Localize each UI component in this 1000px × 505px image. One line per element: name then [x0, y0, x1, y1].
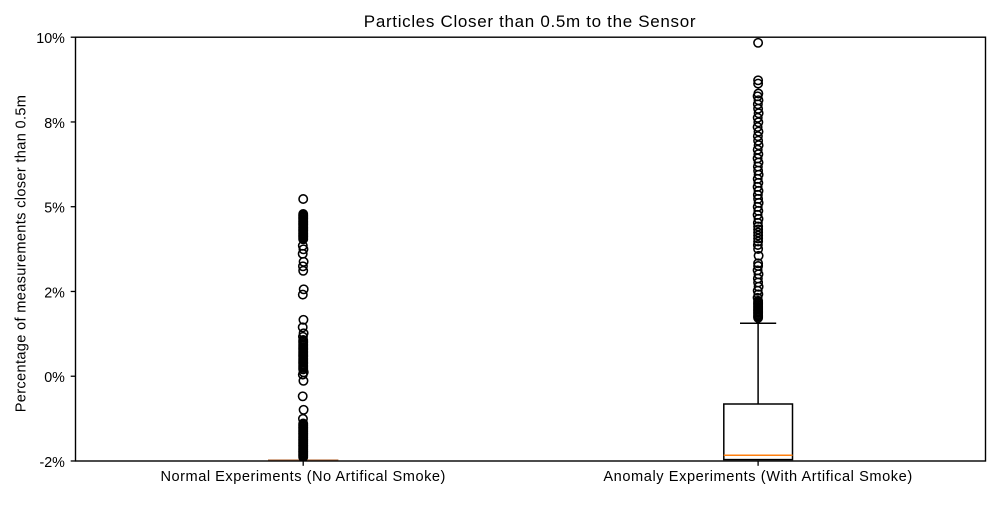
svg-text:0%: 0% [44, 370, 65, 386]
svg-text:Anomaly Experiments (With Arti: Anomaly Experiments (With Artifical Smok… [603, 469, 912, 485]
svg-text:5%: 5% [44, 201, 65, 217]
svg-text:8%: 8% [44, 116, 65, 132]
svg-text:2%: 2% [44, 285, 65, 301]
svg-text:10%: 10% [36, 31, 65, 47]
svg-text:-2%: -2% [39, 455, 65, 471]
svg-text:Particles Closer than 0.5m to: Particles Closer than 0.5m to the Sensor [364, 12, 696, 31]
svg-text:Percentage of measurements clo: Percentage of measurements closer than 0… [14, 95, 30, 413]
svg-text:Normal Experiments (No Artific: Normal Experiments (No Artifical Smoke) [160, 469, 445, 485]
